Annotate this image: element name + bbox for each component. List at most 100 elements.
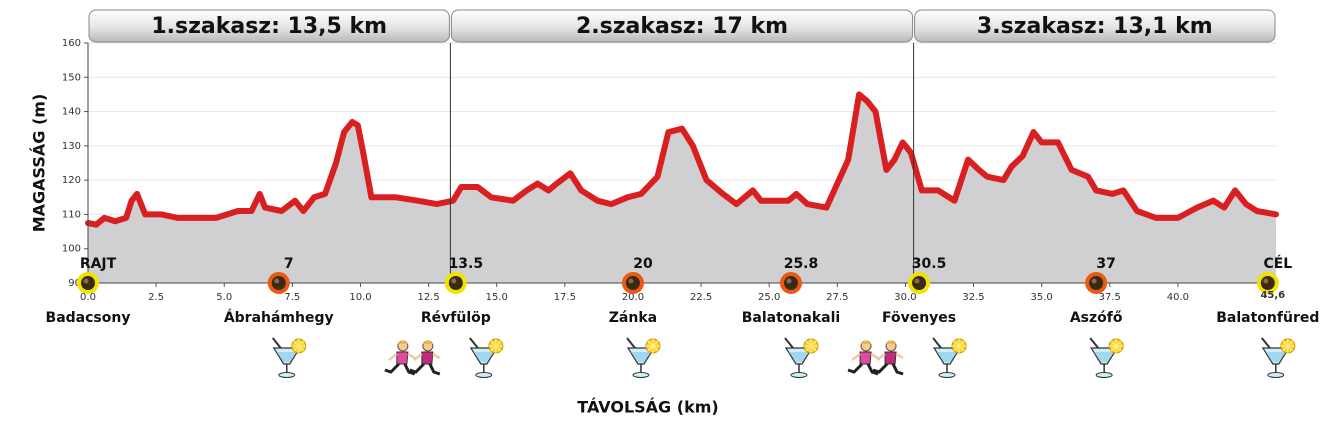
drink-liquid [1094,352,1115,362]
checkpoint-name: Révfülöp [421,310,491,326]
x-tick-label: 37.5 [1099,292,1121,303]
drink-icon [784,337,819,378]
y-tick-label: 160 [62,38,81,49]
straw [626,337,636,349]
checkpoint-marker [444,272,467,294]
x-tick-label: 25.0 [758,292,780,303]
y-tick-label: 130 [62,141,81,152]
straw [271,337,282,349]
legs [872,362,904,376]
checkpoint-shine [1263,278,1269,284]
checkpoint-shine [83,278,89,284]
straw [1261,337,1271,349]
legs [409,362,441,376]
drink-liquid [630,352,651,362]
hair [886,340,897,344]
checkpoint-name: Balatonakali [742,310,840,326]
section-label: 1.szakasz: 13,5 km [151,14,387,39]
x-tick-label: 17.5 [554,292,576,303]
checkpoint-label: 20 [633,256,653,272]
x-tick-label: 35.0 [1031,292,1053,303]
section-label: 3.szakasz: 13,1 km [977,14,1213,39]
base [632,372,650,378]
body [421,351,434,365]
checkpoint-name: Badacsony [46,310,131,326]
arms [413,352,441,361]
runner-icon [384,340,416,376]
checkpoint-name: Aszófő [1070,310,1123,326]
x-tick-label: 27.5 [826,292,848,303]
checkpoint-shine [451,278,457,284]
straw [784,337,794,349]
lemon-slices [952,339,967,353]
arms [851,352,879,361]
elevation-line [85,91,1279,228]
y-tick-label: 150 [62,72,81,83]
checkpoint-name: Balatonfüred [1216,310,1319,326]
x-tick-label: 7.5 [284,292,300,303]
body [884,351,897,365]
base [938,372,956,378]
checkpoint-label: CÉL [1263,255,1292,272]
runner-icon [872,340,904,376]
lemon-slices [1280,339,1295,353]
hair [397,340,408,344]
checkpoint-label: 25.8 [784,256,819,272]
straw [932,337,942,349]
drink-liquid [788,352,809,362]
straw [1089,337,1099,349]
x-tick-label: 30.0 [894,292,916,303]
lemon-slices [1109,339,1124,353]
section-label: 2.szakasz: 17 km [576,14,788,39]
checkpoint-name: Fövenyes [882,310,956,326]
drink-liquid [937,352,958,362]
drink-icon [1261,337,1296,378]
runner-icon [409,340,441,376]
y-tick-label: 140 [62,107,81,118]
checkpoint-label: 37 [1096,256,1115,272]
y-tick-label: 100 [62,244,81,255]
base [278,372,296,378]
x-tick-label: 15.0 [486,292,508,303]
y-tick-label: 90 [68,278,81,289]
checkpoint-shine [1091,278,1097,284]
drink-icon [271,337,307,378]
checkpoint-label: 13.5 [449,256,484,272]
drink-liquid [473,352,494,362]
drink-icon [1089,337,1124,378]
x-tick-label: 40.0 [1167,292,1189,303]
runner-icon [847,340,879,376]
lemon-slices [803,339,818,353]
lemon-slices [488,339,503,353]
checkpoint-label: 30.5 [912,256,947,272]
legs [847,362,879,376]
checkpoint-marker [267,272,290,294]
legs [384,362,416,376]
y-axis-title: MAGASSÁG (m) [30,94,49,233]
checkpoint-shine [628,278,634,284]
checkpoint-marker [77,272,99,294]
drink-icon [932,337,967,378]
lemon-slices [645,339,660,353]
x-tick-label: 22.5 [690,292,712,303]
section-header [914,9,1276,43]
checkpoint-sublabel: 45,6 [1260,290,1285,301]
drink-icon [626,337,661,378]
checkpoint-marker [1256,272,1279,294]
base [1095,372,1113,378]
body [396,351,409,365]
elevation-area [88,94,1276,284]
section-header [88,9,450,43]
base [475,372,493,378]
arms [876,352,904,361]
checkpoint-marker [621,272,644,294]
checkpoint-marker [1085,272,1108,294]
base [790,372,808,378]
y-tick-label: 110 [62,209,81,220]
section-header [450,9,914,43]
checkpoint-marker [908,272,931,294]
x-tick-label: 5.0 [216,292,232,303]
drink-icon [469,337,504,378]
x-axis-title: TÁVOLSÁG (km) [577,398,718,417]
